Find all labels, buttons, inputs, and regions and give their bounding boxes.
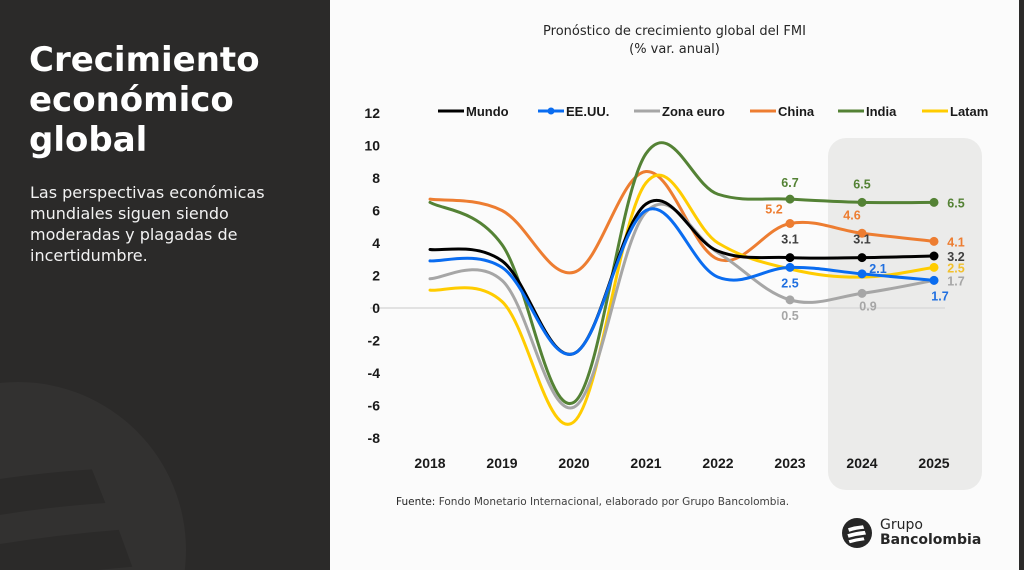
- data-point-ee-uu: [929, 275, 939, 285]
- y-tick-label: 2: [372, 268, 380, 284]
- chart-area: Pronóstico de crecimiento global del FMI…: [330, 0, 1019, 570]
- legend-label-zona-euro: Zona euro: [662, 104, 725, 119]
- y-tick-label: -4: [368, 365, 381, 381]
- bancolombia-watermark-icon: [0, 382, 186, 570]
- chart-subtitle: (% var. anual): [629, 42, 720, 57]
- series-line-ee-uu: [428, 207, 936, 356]
- data-label-india: 6.5: [853, 177, 870, 191]
- legend-label-india: India: [866, 104, 897, 119]
- x-tick-label: 2019: [486, 455, 517, 471]
- legend-label-mundo: Mundo: [466, 104, 509, 119]
- chart-title: Pronóstico de crecimiento global del FMI: [543, 24, 806, 39]
- data-point-mundo: [857, 253, 867, 263]
- data-point-latam: [929, 262, 939, 272]
- data-label-india: 6.5: [947, 196, 964, 210]
- bancolombia-logo: Grupo Bancolombia: [842, 518, 981, 548]
- source-note: Fuente: Fondo Monetario Internacional, e…: [396, 496, 789, 508]
- y-tick-label: -8: [368, 430, 381, 446]
- data-label-ee-uu: 2.1: [869, 262, 886, 276]
- data-label-mundo: 3.1: [853, 233, 870, 247]
- data-label-ee-uu: 1.7: [931, 289, 948, 303]
- left-panel: Crecimiento económico global Las perspec…: [0, 0, 330, 570]
- source-label: Fuente:: [396, 496, 436, 508]
- line-chart: 12 10 8 6 4 2 0 -2 -4 -6 -8 2018 2019 2020 2021 2022 202…: [364, 104, 988, 490]
- data-label-latam: 2.5: [947, 261, 964, 275]
- y-tick-label: 8: [372, 170, 380, 186]
- data-label-india: 6.7: [781, 176, 798, 190]
- series-line-latam: [428, 173, 936, 426]
- chart-title-block: Pronóstico de crecimiento global del FMI…: [330, 23, 1019, 59]
- x-tick-label: 2021: [630, 455, 661, 471]
- y-tick-label: 0: [372, 300, 380, 316]
- x-tick-label: 2020: [558, 455, 589, 471]
- data-label-zona-euro: 1.7: [947, 274, 964, 288]
- data-point-india: [785, 194, 795, 204]
- source-text: Fondo Monetario Internacional, elaborado…: [435, 496, 790, 508]
- series-line-mundo: [428, 199, 936, 356]
- logo-text-grupo: Grupo: [880, 517, 923, 533]
- data-label-china: 4.1: [947, 235, 964, 249]
- x-tick-label: 2018: [414, 455, 445, 471]
- right-edge-strip: [1019, 0, 1024, 570]
- data-label-mundo: 3.2: [947, 250, 964, 264]
- legend-label-china: China: [778, 104, 815, 119]
- data-label-mundo: 3.1: [781, 233, 798, 247]
- data-point-zona-euro: [785, 295, 795, 305]
- slide-heading: Crecimiento económico global: [29, 40, 260, 160]
- data-point-ee-uu: [857, 269, 867, 279]
- legend-marker-ee-uu: [547, 107, 555, 115]
- data-point-zona-euro: [857, 288, 867, 298]
- data-label-zona-euro: 0.5: [781, 309, 798, 323]
- y-tick-label: -2: [368, 333, 381, 349]
- y-tick-label: 4: [372, 235, 380, 251]
- y-tick-label: 10: [364, 138, 380, 154]
- bancolombia-logo-icon: [842, 518, 872, 548]
- data-label-china: 5.2: [765, 203, 782, 217]
- legend-label-latam: Latam: [950, 104, 988, 119]
- data-label-china: 4.6: [843, 208, 860, 222]
- y-tick-label: 6: [372, 203, 380, 219]
- legend-label-ee-uu: EE.UU.: [566, 104, 609, 119]
- data-point-china: [929, 236, 939, 246]
- slide-subtext: Las perspectivas económicas mundiales si…: [30, 183, 265, 265]
- data-point-mundo: [929, 251, 939, 261]
- x-tick-label: 2024: [846, 455, 877, 471]
- data-point-china: [857, 228, 867, 238]
- forecast-highlight-box: [828, 138, 982, 490]
- data-label-ee-uu: 2.5: [781, 276, 798, 290]
- x-tick-label: 2023: [774, 455, 805, 471]
- data-label-zona-euro: 0.9: [859, 299, 876, 313]
- y-tick-label: 12: [364, 105, 380, 121]
- logo-text-bancolombia: Bancolombia: [880, 532, 982, 548]
- data-point-ee-uu: [785, 262, 795, 272]
- data-point-china: [785, 219, 795, 228]
- data-point-india: [857, 197, 867, 207]
- x-tick-label: 2025: [918, 455, 949, 471]
- y-tick-label: -6: [368, 398, 381, 414]
- series-line-china: [428, 169, 936, 275]
- data-point-mundo: [785, 253, 795, 263]
- x-tick-label: 2022: [702, 455, 733, 471]
- data-point-india: [929, 197, 939, 207]
